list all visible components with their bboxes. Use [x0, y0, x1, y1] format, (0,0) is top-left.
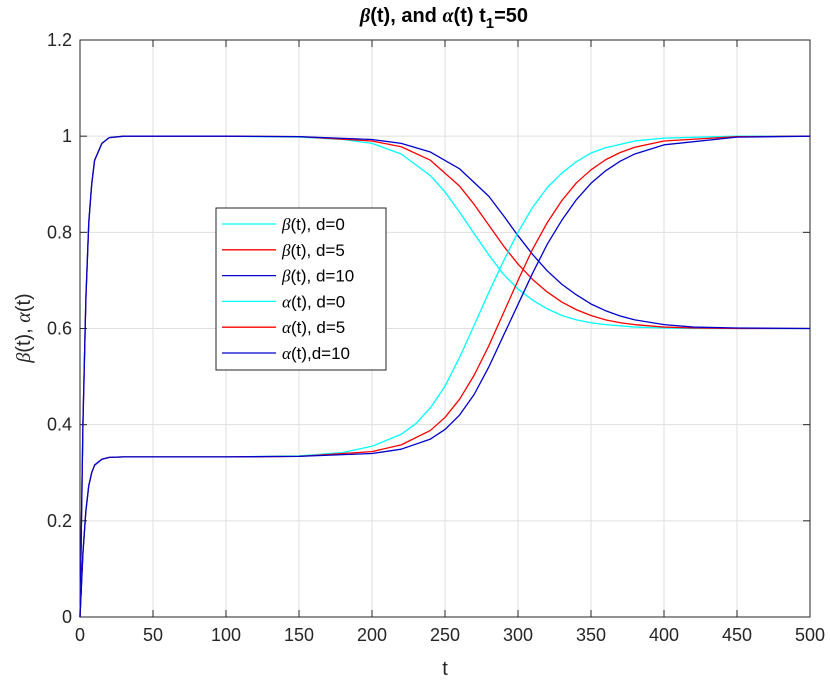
x-tick-label: 450 — [722, 625, 752, 645]
y-tick-label: 1.2 — [47, 30, 72, 50]
series-lines — [79, 135, 811, 618]
legend-symbol: α — [282, 344, 292, 363]
title-part3: =50 — [494, 5, 528, 27]
legend-label: (t),d=10 — [291, 344, 350, 363]
title-subscript: 1 — [486, 15, 494, 32]
x-tick-label: 350 — [576, 625, 606, 645]
legend-entry: β(t), d=10 — [281, 267, 354, 286]
legend-symbol: β — [281, 241, 291, 260]
legend-label: (t), d=5 — [291, 318, 345, 337]
x-tick-label: 100 — [211, 625, 241, 645]
ylabel-part2: (t) — [13, 293, 35, 312]
legend-symbol: β — [281, 215, 291, 234]
y-tick-label: 0.4 — [47, 415, 72, 435]
legend-entry: β(t), d=5 — [281, 241, 345, 260]
legend-entry: α(t), d=5 — [282, 318, 345, 337]
y-tick-label: 0 — [62, 607, 72, 627]
legend-label: (t), d=0 — [290, 215, 344, 234]
ylabel-part1: (t), — [13, 323, 35, 353]
y-tick-label: 0.6 — [47, 319, 72, 339]
legend-symbol: α — [282, 318, 292, 337]
x-tick-label: 300 — [503, 625, 533, 645]
chart-title: β(t), and α(t) t1=50 — [359, 5, 528, 32]
y-tick-label: 0.8 — [47, 222, 72, 242]
y-axis-label: β(t), α(t) — [13, 293, 35, 363]
series-line — [79, 135, 811, 618]
x-tick-label: 50 — [143, 625, 163, 645]
ylabel-alpha-symbol: α — [13, 312, 35, 323]
x-tick-label: 500 — [795, 625, 825, 645]
legend-box — [215, 207, 387, 371]
legend-entry: α(t), d=0 — [282, 292, 345, 311]
x-axis-label: t — [442, 658, 448, 680]
legend-label: (t), d=10 — [290, 267, 354, 286]
x-tick-label: 0 — [75, 625, 85, 645]
legend: β(t), d=0β(t), d=5β(t), d=10α(t), d=0α(t… — [215, 207, 387, 371]
series-line — [79, 135, 811, 618]
x-tick-labels: 0 50 100 150 200 250 300 350 400 450 500 — [75, 625, 825, 645]
legend-symbol: β — [281, 267, 291, 286]
title-alpha-symbol: α — [442, 5, 454, 27]
y-tick-label: 0.2 — [47, 511, 72, 531]
x-tick-label: 200 — [357, 625, 387, 645]
title-beta-symbol: β — [359, 5, 371, 27]
legend-label: (t), d=0 — [291, 292, 345, 311]
title-part2: (t) t — [454, 5, 487, 27]
y-tick-label: 1 — [62, 126, 72, 146]
x-tick-label: 150 — [284, 625, 314, 645]
legend-entry: α(t),d=10 — [282, 344, 350, 363]
legend-entry: β(t), d=0 — [281, 215, 345, 234]
x-tick-label: 250 — [430, 625, 460, 645]
y-tick-labels: 0 0.2 0.4 0.6 0.8 1 1.2 — [47, 30, 72, 627]
title-part1: (t), and — [370, 5, 442, 27]
legend-label: (t), d=5 — [290, 241, 344, 260]
legend-symbol: α — [282, 292, 292, 311]
ylabel-beta-symbol: β — [13, 353, 35, 364]
x-tick-label: 400 — [649, 625, 679, 645]
